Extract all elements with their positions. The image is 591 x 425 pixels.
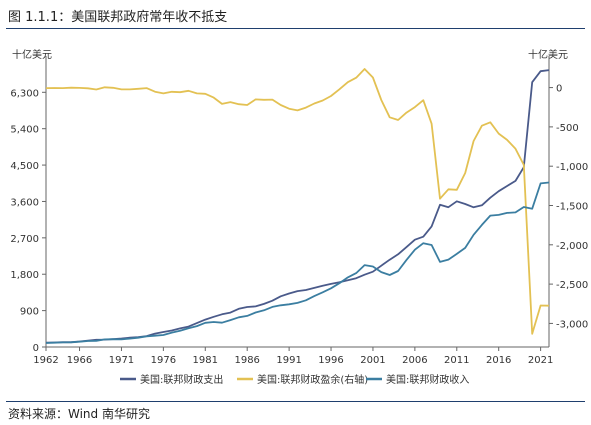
left-tick-label: 3,600 [10,197,39,208]
left-tick-label: 2,700 [10,234,39,245]
x-tick-label: 1962 [33,355,58,366]
legend: 美国:联邦财政支出 美国:联邦财政盈余(右轴) 美国:联邦财政收入 [120,373,469,386]
right-tick-label: 0 [556,84,562,95]
right-axis-unit: 十亿美元 [528,48,568,61]
x-tick-label: 2001 [360,355,385,366]
legend-label: 美国:联邦财政收入 [386,373,469,386]
x-tick-label: 2006 [402,355,427,366]
right-tick-label: -1,500 [556,202,588,213]
x-tick-label: 1991 [276,355,301,366]
axes: 0 900 1,800 2,700 3,600 4,500 5,400 6,300 0 -500 -… [10,56,588,366]
left-tick-label: 0 [33,343,39,354]
left-tick-label: 5,400 [10,125,39,136]
x-tick-label: 2021 [528,355,553,366]
x-tick-label: 1966 [67,355,92,366]
left-tick-label: 6,300 [10,88,39,99]
legend-label: 美国:联邦财政支出 [140,373,223,386]
top-rule [6,28,585,29]
x-tick-label: 2011 [444,355,469,366]
series-line-revenue [45,181,550,344]
right-tick-label: -2,000 [556,241,588,252]
left-tick-label: 1,800 [10,270,39,281]
x-tick-label: 1981 [193,355,218,366]
figure-title: 图 1.1.1：美国联邦政府常年收不抵支 [8,10,228,25]
left-tick-label: 900 [20,307,39,318]
right-tick-label: -3,000 [556,319,588,330]
right-tick-label: -2,500 [556,280,588,291]
x-tick-label: 1971 [109,355,134,366]
x-tick-label: 2016 [486,355,511,366]
series-lines [45,68,550,344]
x-tick-label: 1986 [234,355,259,366]
source-note: 资料来源：Wind 南华研究 [8,407,150,421]
series-line-surplus [45,68,550,335]
left-axis-unit: 十亿美元 [12,48,52,61]
legend-label: 美国:联邦财政盈余(右轴) [257,373,368,386]
x-tick-label: 1976 [151,355,176,366]
right-tick-label: -1,000 [556,162,588,173]
bottom-rule [6,401,585,402]
right-tick-label: -500 [556,123,579,134]
x-tick-label: 1996 [318,355,343,366]
left-tick-label: 4,500 [10,161,39,172]
